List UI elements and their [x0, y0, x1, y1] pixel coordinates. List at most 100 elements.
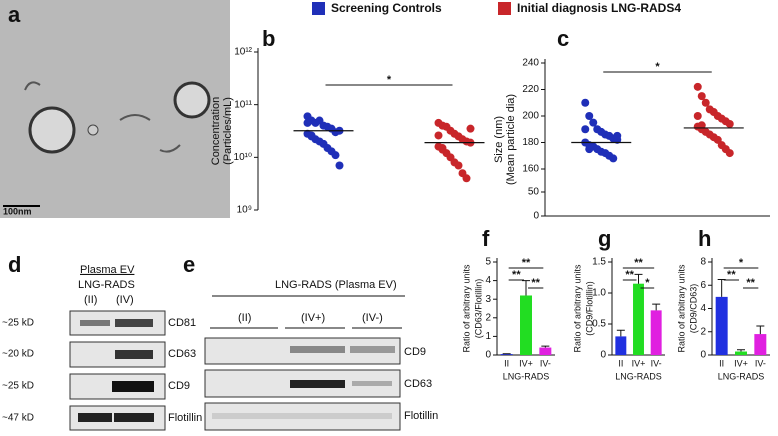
panel-label: c	[557, 26, 569, 51]
significance-label: *	[739, 257, 744, 269]
data-point	[589, 118, 598, 127]
vesicle	[28, 106, 76, 154]
x-tick-label: IV-	[755, 358, 766, 368]
x-tick-label: II	[618, 358, 623, 368]
error-bar	[634, 273, 643, 284]
significance-label: **	[727, 269, 736, 281]
data-point	[307, 131, 316, 140]
debris	[24, 81, 181, 153]
error-bar	[652, 303, 661, 311]
x-tick-label: IV-	[651, 358, 662, 368]
y-tick-label: 240	[522, 58, 539, 69]
bar	[715, 296, 728, 355]
y-tick-label: 10¹²	[234, 47, 252, 58]
blot-header: LNG-RADS	[78, 279, 135, 291]
bar	[754, 334, 767, 355]
kd-label: ~25 kD	[2, 318, 34, 329]
y-axis-label: (CD9/Flotillin)	[584, 281, 594, 336]
y-tick-label: 4	[700, 303, 706, 314]
kd-label: ~47 kD	[2, 413, 34, 424]
y-tick-label: 200	[522, 111, 539, 122]
data-point	[585, 112, 594, 120]
vesicle	[173, 81, 211, 119]
significance-label: **	[512, 269, 521, 281]
kd-label: ~20 kD	[2, 349, 34, 360]
y-tick-label: 0.5	[592, 319, 606, 330]
legend-label: Screening Controls	[331, 1, 442, 15]
data-point	[454, 161, 463, 170]
significance-label: **	[634, 257, 643, 269]
x-tick-label: IV+	[632, 358, 646, 368]
significance-label: *	[655, 61, 660, 73]
x-axis-label: LNG-RADS	[503, 371, 550, 381]
bar	[650, 310, 662, 355]
y-tick-label: 220	[522, 84, 539, 95]
significance-label: *	[387, 74, 392, 86]
data-point	[335, 161, 344, 170]
x-axis-label: LNG-RADS	[615, 371, 662, 381]
data-point	[609, 154, 618, 163]
y-tick-label: 0	[485, 350, 491, 361]
band	[115, 319, 153, 327]
y-tick-label: 10¹⁰	[234, 152, 252, 163]
blot-d	[69, 310, 166, 431]
panel-label: e	[183, 252, 195, 277]
y-tick-label: 2	[700, 326, 706, 337]
x-tick-label: II	[504, 358, 509, 368]
significance-label: **	[746, 277, 755, 289]
y-tick-label: 5	[485, 257, 491, 268]
data-point	[466, 124, 475, 133]
y-tick-label: 10⁹	[237, 205, 252, 216]
y-tick-label: 0	[700, 350, 706, 361]
vesicle	[87, 124, 99, 136]
blot-header: LNG-RADS (Plasma EV)	[275, 279, 397, 291]
panel-label: a	[8, 2, 21, 27]
y-axis-label: (Particles/mL)	[222, 97, 234, 165]
protein-label: Flotillin	[404, 410, 438, 422]
legend-swatch	[312, 2, 325, 15]
blot-header: Plasma EV	[80, 264, 135, 276]
y-tick-label: 4	[485, 275, 491, 286]
legend-label: Initial diagnosis LNG-RADS4	[517, 1, 681, 15]
bar	[520, 295, 532, 355]
kd-label: ~25 kD	[2, 381, 34, 392]
x-tick-label: IV+	[519, 358, 533, 368]
y-axis-label: (Mean particle dia)	[505, 94, 517, 185]
group-label: (II)	[238, 312, 251, 324]
bar	[539, 347, 552, 355]
x-tick-label: II	[719, 358, 724, 368]
data-point	[693, 112, 702, 120]
group-label: (IV+)	[301, 312, 325, 324]
y-axis-label: (CD9/CD63)	[688, 284, 698, 334]
x-tick-label: IV-	[540, 358, 551, 368]
y-tick-label: 0	[600, 350, 606, 361]
bar	[615, 336, 627, 355]
y-tick-label: 1.5	[592, 257, 606, 268]
data-point	[303, 118, 312, 127]
bar	[735, 351, 747, 355]
y-tick-label: 3	[485, 294, 491, 305]
bar	[633, 283, 644, 355]
protein-label: CD63	[168, 348, 196, 360]
y-tick-label: 1.0	[592, 288, 606, 299]
y-tick-label: 2	[485, 312, 491, 323]
data-point	[693, 82, 702, 91]
error-bar	[541, 345, 550, 348]
data-point	[581, 125, 590, 134]
error-bar	[737, 349, 745, 352]
y-axis-label: (CD63/Flotillin)	[473, 279, 483, 339]
data-point	[613, 131, 622, 140]
y-tick-label: 160	[522, 164, 539, 175]
y-axis-label: Concentration	[210, 97, 222, 166]
y-axis-label: Size (nm)	[493, 116, 505, 163]
y-axis-label: Ratio of arbitrary units	[572, 264, 582, 353]
x-axis-label: LNG-RADS	[718, 371, 765, 381]
y-tick-label: 1	[485, 331, 491, 342]
data-point	[697, 121, 706, 130]
data-point	[697, 92, 706, 101]
significance-label: **	[625, 269, 634, 281]
protein-label: Flotillin	[168, 412, 202, 424]
band	[352, 381, 392, 386]
data-point	[725, 119, 734, 128]
